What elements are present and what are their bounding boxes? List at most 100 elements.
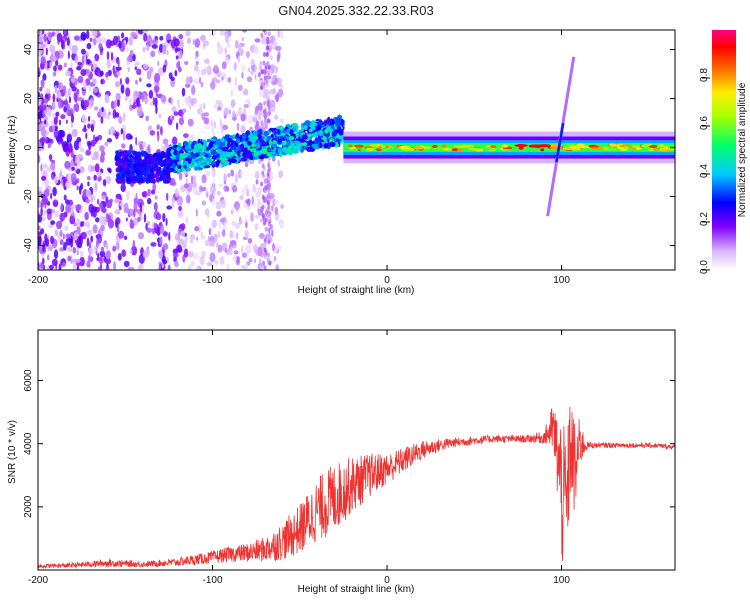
snr-x-tick-label: -200 [28,575,48,586]
spectrogram-noise-dot [201,200,207,206]
spectrogram-noise-dot [45,47,48,56]
spectrogram-trace-dot [253,152,259,158]
spectrogram-streak-dot [261,81,265,87]
spectrogram-noise-dot [80,182,84,190]
spectrogram-noise-dot [215,201,222,210]
spectrogram-noise-dot [162,212,166,223]
spectrogram-noise-dot [79,166,85,174]
spectrogram-streak-dot [260,181,263,187]
spectrogram-noise-dot [64,225,69,232]
spectrogram-noise-dot [269,55,273,61]
spectrogram-noise-dot [86,30,90,40]
spectrogram-noise-dot [59,212,66,222]
spectrogram-noise-dot [82,80,87,91]
spectrogram-band-dot [648,145,658,149]
colorbar-tick-label: 0.6 [699,116,710,130]
spectrogram-noise-dot [64,160,71,170]
spectrogram-noise-dot [153,202,158,212]
spectrogram-streak-dot [264,210,268,216]
spectrogram-noise-dot [244,230,249,238]
spectrogram-noise-dot [237,257,240,263]
spectrogram-trace-dot [172,162,176,169]
spectrogram-noise-dot [150,242,157,247]
spectrogram-noise-dot [238,106,242,116]
spectrogram-noise-dot [186,194,191,204]
spectrogram-noise-dot [71,86,77,92]
spectrogram-band-dot [453,144,467,148]
spectrogram-noise-dot [273,255,277,262]
spectrogram-streak-dot [263,251,266,257]
spectrogram-noise-dot [208,228,211,235]
spectrogram-noise-dot [190,175,194,185]
spectrogram-noise-dot [280,84,283,90]
spectrogram-noise-dot [105,242,109,250]
spectrogram-noise-dot [79,256,85,267]
spectrogram-noise-dot [197,67,201,77]
spectrogram-noise-dot [178,66,182,73]
spectrogram-noise-dot [110,100,115,110]
spectrogram-noise-dot [255,179,259,185]
spectrogram-noise-dot [100,115,104,124]
spectrogram-noise-dot [121,32,125,39]
spectrogram-noise-dot [123,202,129,213]
spectrogram-noise-dot [83,221,87,227]
spectrogram-noise-dot [118,230,125,239]
spectrogram-noise-dot [159,236,163,246]
spectrogram-noise-dot [219,118,222,128]
spectrogram-streak-dot [260,217,264,223]
spectrogram-noise-dot [146,83,152,88]
spectrogram-noise-dot [216,210,222,217]
spectrogram-noise-dot [177,99,180,109]
spectrogram-noise-dot [257,102,263,111]
spectrogram-streak-dot [263,100,267,106]
spectrogram-noise-dot [55,135,63,143]
spectrogram-streak-dot [261,194,265,200]
spectrogram-band-dot [605,148,618,152]
colorbar-tick-label: 0.8 [699,68,710,82]
spectrogram-trace-dot [247,140,252,146]
spectrogram-noise-dot [149,125,153,131]
spectrogram-noise-dot [232,255,237,262]
spectrogram-noise-dot [104,141,109,147]
spectrogram-trace-dot [116,155,121,161]
spectrogram-streak-dot [263,265,267,270]
spectrogram-noise-dot [98,43,103,50]
spectrogram-band-dot [529,144,542,148]
spectrogram-noise-dot [185,30,191,37]
snr-y-tick-label: 4000 [23,432,34,455]
spectrogram-trace-dot [136,171,141,177]
spectrogram-noise-dot [79,234,82,245]
spectrogram-noise-dot [96,198,100,205]
spectrogram-trace-dot [318,142,323,149]
spectrogram-noise-dot [271,229,274,237]
spectrogram-noise-dot [142,250,149,259]
spectrogram-noise-dot [231,206,235,212]
spectrogram-noise-dot [173,111,179,116]
spectrogram-trace-dot [210,138,216,142]
spectrogram-noise-dot [183,133,189,139]
spectrogram-noise-dot [271,205,274,212]
spectrogram-noise-dot [44,187,50,198]
spectrogram-noise-dot [219,255,225,266]
spectrogram-noise-dot [245,98,249,104]
spectrogram-noise-dot [142,30,149,33]
spectrogram-streak-dot [265,51,269,57]
spectrogram-noise-dot [236,205,239,212]
spectrogram-trace-dot [230,140,236,145]
spectrogram-noise-dot [176,244,183,253]
spectrogram-noise-dot [224,47,227,55]
spectrogram-noise-dot [229,109,231,115]
spectrogram-trace-dot [286,141,291,147]
spectrogram-noise-dot [246,204,251,210]
spectrogram-trace-dot [300,148,304,153]
spectrogram-streak-dot [267,162,270,168]
spectrogram-noise-dot [197,191,201,196]
spectrogram-streak-dot [263,237,267,243]
spectrogram-noise-dot [174,47,181,52]
spectrogram-noise-dot [77,178,80,184]
spectrogram-noise-dot [170,181,177,186]
spectrogram-noise-dot [205,239,210,247]
spectrogram-noise-dot [214,30,217,36]
spectrogram-noise-dot [58,99,62,109]
spectrogram-noise-dot [201,174,207,184]
